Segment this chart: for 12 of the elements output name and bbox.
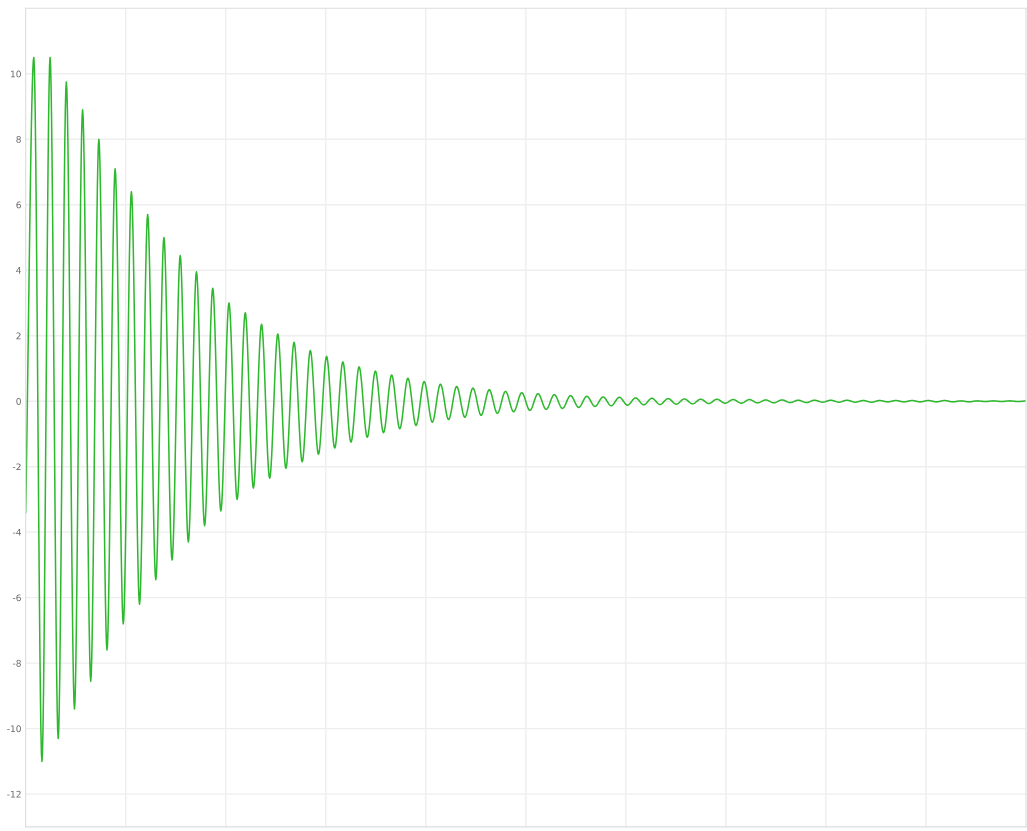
y-tick-label: -10 (7, 725, 21, 733)
y-tick-label: -6 (12, 594, 21, 602)
y-tick-label: -8 (12, 659, 21, 667)
y-tick-label: 0 (16, 397, 21, 405)
y-tick-label: 4 (16, 267, 21, 274)
y-tick-label: 2 (16, 332, 21, 340)
y-tick-label: -12 (7, 790, 21, 798)
y-tick-label: -4 (12, 529, 21, 536)
y-tick-label: 6 (16, 201, 21, 209)
y-tick-label: 10 (11, 70, 21, 78)
y-tick-label: 8 (16, 136, 21, 143)
y-tick-label: -2 (12, 463, 21, 471)
